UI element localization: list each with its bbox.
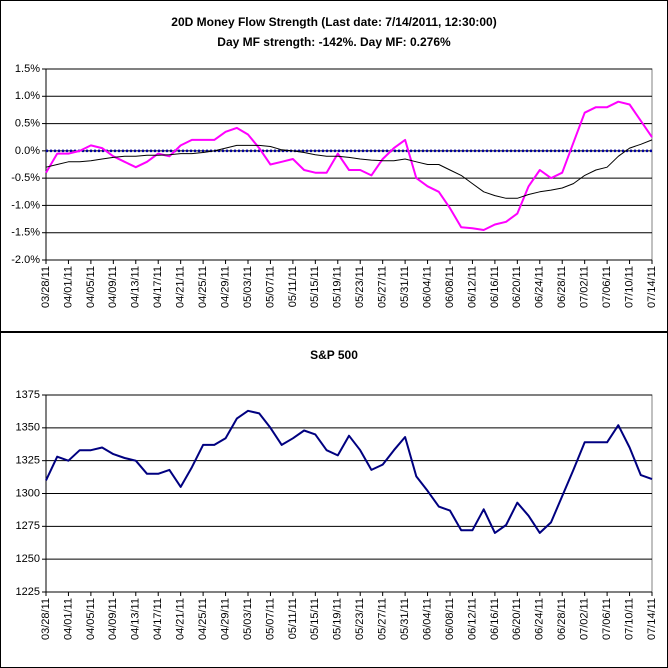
- x-tick-label: 05/19/11: [332, 598, 344, 640]
- x-tick-label: 06/04/11: [421, 598, 433, 640]
- x-tick-label: 05/03/11: [242, 598, 254, 640]
- y-tick-label: 1325: [16, 455, 40, 467]
- x-tick-label: 04/05/11: [85, 598, 97, 640]
- x-tick-label: 07/06/11: [601, 598, 613, 640]
- chart-title: 20D Money Flow Strength (Last date: 7/14…: [171, 15, 496, 29]
- x-tick-label: 03/28/11: [40, 266, 52, 308]
- x-tick-label: 07/14/11: [646, 598, 658, 640]
- x-tick-label: 03/28/11: [40, 598, 52, 640]
- x-tick-label: 04/29/11: [219, 266, 231, 308]
- x-tick-label: 04/21/11: [175, 598, 187, 640]
- x-tick-label: 06/28/11: [556, 598, 568, 640]
- x-tick-label: 07/02/11: [579, 598, 591, 640]
- series-line: [45, 100, 653, 231]
- x-tick-label: 04/05/11: [85, 266, 97, 308]
- x-tick-label: 04/17/11: [152, 266, 164, 308]
- y-tick-label: -1.5%: [11, 227, 40, 239]
- x-tick-label: 05/07/11: [264, 266, 276, 308]
- x-tick-label: 05/19/11: [332, 266, 344, 308]
- x-tick-label: 04/21/11: [175, 266, 187, 308]
- x-tick-label: 05/15/11: [309, 598, 321, 640]
- y-tick-label: 1300: [16, 487, 40, 499]
- x-tick-label: 04/29/11: [219, 598, 231, 640]
- x-tick-label: 07/10/11: [623, 266, 635, 308]
- y-tick-label: -2.0%: [11, 254, 40, 266]
- x-tick-label: 05/11/11: [287, 266, 299, 307]
- y-tick-label: 0.0%: [15, 145, 40, 157]
- x-tick-label: 05/11/11: [287, 598, 299, 639]
- x-tick-label: 06/16/11: [489, 598, 501, 640]
- x-tick-label: 07/02/11: [579, 266, 591, 308]
- x-tick-label: 06/08/11: [444, 598, 456, 640]
- x-tick-label: 06/24/11: [534, 598, 546, 640]
- x-tick-label: 06/24/11: [534, 266, 546, 308]
- x-tick-label: 06/08/11: [444, 266, 456, 308]
- x-tick-label: 04/25/11: [197, 598, 209, 640]
- series-line: [45, 139, 653, 199]
- y-tick-label: 1350: [16, 422, 40, 434]
- x-tick-label: 05/03/11: [242, 266, 254, 308]
- series-line: [45, 409, 653, 534]
- x-tick-label: 04/13/11: [130, 266, 142, 308]
- x-tick-label: 05/23/11: [354, 266, 366, 308]
- y-tick-label: 1275: [16, 520, 40, 532]
- chart-title: S&P 500: [310, 348, 358, 362]
- x-tick-label: 06/20/11: [511, 266, 523, 308]
- x-tick-label: 04/17/11: [152, 598, 164, 640]
- x-tick-label: 06/28/11: [556, 266, 568, 308]
- x-tick-label: 07/14/11: [646, 266, 658, 308]
- x-tick-label: 05/07/11: [264, 598, 276, 640]
- y-tick-label: 1250: [16, 553, 40, 565]
- x-tick-label: 05/27/11: [377, 598, 389, 640]
- x-tick-label: 05/27/11: [377, 266, 389, 308]
- x-tick-label: 07/10/11: [623, 598, 635, 640]
- y-tick-label: 1375: [16, 389, 40, 401]
- x-tick-label: 05/31/11: [399, 266, 411, 308]
- y-tick-label: -0.5%: [11, 172, 40, 184]
- x-tick-label: 06/04/11: [421, 266, 433, 308]
- x-tick-label: 06/20/11: [511, 598, 523, 640]
- x-tick-label: 04/25/11: [197, 266, 209, 308]
- y-tick-label: 1.0%: [15, 90, 40, 102]
- x-tick-label: 04/01/11: [62, 598, 74, 640]
- y-tick-label: 0.5%: [15, 117, 40, 129]
- x-tick-label: 05/23/11: [354, 598, 366, 640]
- y-tick-label: 1225: [16, 586, 40, 598]
- y-tick-label: -1.0%: [11, 199, 40, 211]
- x-tick-label: 04/09/11: [107, 266, 119, 308]
- x-tick-label: 06/16/11: [489, 266, 501, 308]
- x-tick-label: 04/13/11: [130, 598, 142, 640]
- x-tick-label: 05/31/11: [399, 598, 411, 640]
- plot-area: [45, 68, 653, 261]
- x-tick-label: 06/12/11: [466, 266, 478, 308]
- x-tick-label: 05/15/11: [309, 266, 321, 308]
- x-tick-label: 07/06/11: [601, 266, 613, 308]
- x-tick-label: 06/12/11: [466, 598, 478, 640]
- y-tick-label: 1.5%: [15, 63, 40, 75]
- chart-subtitle: Day MF strength: -142%. Day MF: 0.276%: [217, 35, 451, 49]
- x-tick-label: 04/01/11: [62, 266, 74, 308]
- x-tick-label: 04/09/11: [107, 598, 119, 640]
